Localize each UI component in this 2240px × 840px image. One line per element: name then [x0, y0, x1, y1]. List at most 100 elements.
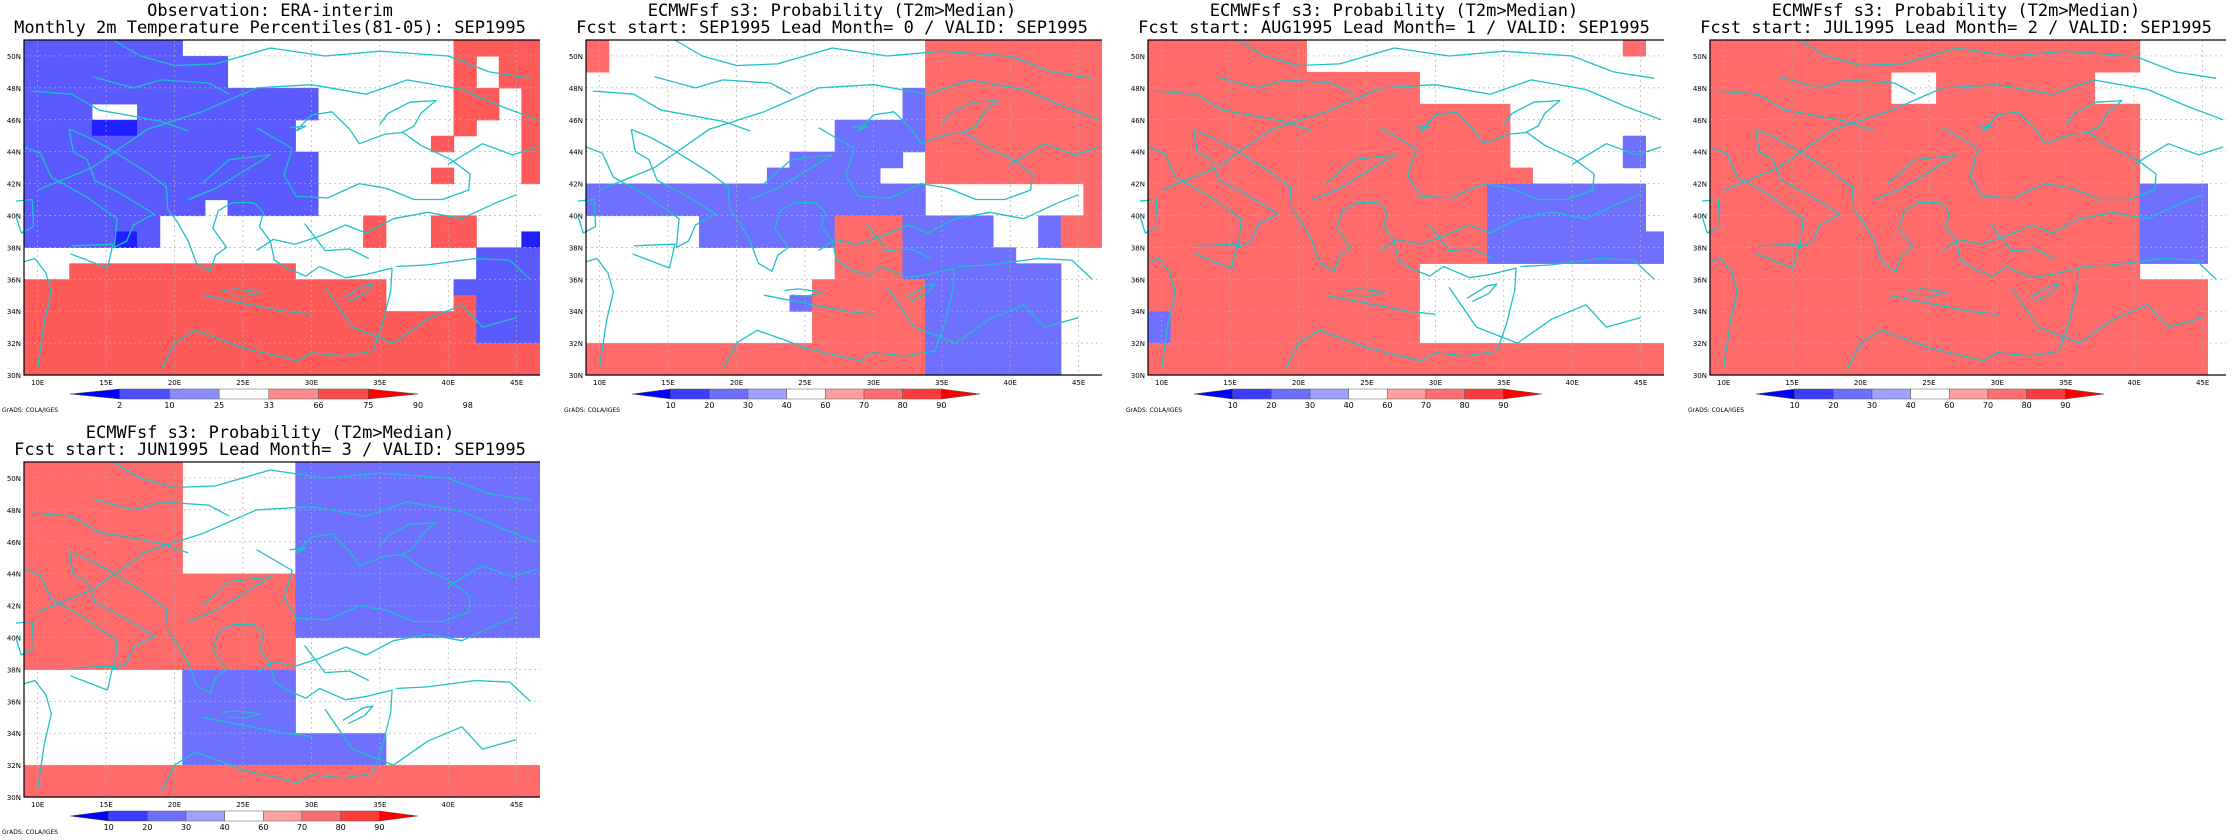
grid-cell: [1193, 343, 1217, 360]
colorbar-segment: [301, 810, 341, 822]
grid-cell: [699, 215, 723, 233]
colorbar-label: 90: [374, 823, 384, 832]
grid-cell: [340, 279, 364, 296]
grid-cell: [1374, 71, 1398, 89]
grid-cell: [789, 231, 813, 248]
lat-tick-label: 36N: [1131, 276, 1145, 284]
grid-cell: [1710, 295, 1734, 312]
grid-cell: [1193, 231, 1217, 248]
colorbar-label: 98: [463, 401, 473, 410]
map-frame: [585, 39, 1102, 376]
grid-cell: [631, 183, 655, 201]
grid-cell: [766, 199, 791, 217]
grid-cell: [1261, 343, 1285, 360]
grid-cell: [2094, 231, 2118, 248]
grid-cell: [1487, 359, 1511, 376]
grid-cell: [204, 167, 229, 185]
grid-cell: [2026, 151, 2050, 169]
grid-cell: [1396, 103, 1420, 121]
grid-cell: [24, 135, 48, 153]
grid-cell: [46, 87, 70, 105]
grid-cell: [1015, 263, 1039, 280]
coastline: [2082, 257, 2217, 280]
grid-cell: [363, 541, 387, 559]
grid-cell: [521, 167, 540, 185]
grid-cell: [204, 605, 229, 623]
grid-cell: [521, 87, 540, 105]
grid-cell: [1777, 263, 1802, 280]
grid-cell: [721, 183, 745, 201]
lat-tick-label: 46N: [1693, 117, 1707, 125]
grid-cell: [1306, 183, 1330, 201]
grid-cell: [1215, 55, 1240, 73]
coastline: [1908, 288, 1948, 297]
grid-cell: [46, 167, 70, 185]
colorbar-label: 40: [782, 401, 792, 410]
grid-cell: [159, 311, 183, 328]
grid-cell: [970, 295, 994, 312]
grid-cell: [430, 135, 455, 153]
grid-cell: [1015, 167, 1039, 185]
grid-cell: [182, 717, 206, 734]
grid-cell: [69, 327, 93, 344]
panel-title: ECMWFsf s3: Probability (T2m>Median): [85, 423, 455, 443]
lat-tick-label: 36N: [7, 698, 21, 706]
grid-cell: [1868, 295, 1892, 312]
grid-cell: [295, 589, 319, 607]
grid-cell: [476, 509, 500, 527]
grid-cell: [2071, 247, 2095, 264]
grid-cell: [1170, 359, 1194, 376]
colorbar-end-triangle: [631, 388, 671, 400]
grid-cell: [1215, 279, 1240, 296]
colorbar-segment: [1271, 388, 1311, 400]
grid-cell: [1981, 279, 2005, 296]
grid-cell: [699, 343, 723, 360]
grid-cell: [970, 215, 994, 233]
grid-cell: [46, 135, 70, 153]
grid-cell: [1845, 103, 1869, 121]
coastline: [1701, 198, 1721, 234]
grid-cell: [1532, 199, 1556, 217]
grid-cell: [46, 231, 70, 248]
grid-cell: [1170, 151, 1194, 169]
colorbar-label: 90: [1498, 401, 1508, 410]
grid-cell: [476, 573, 500, 591]
grid-cell: [182, 765, 206, 782]
grid-cell: [521, 541, 540, 559]
grid-cell: [91, 119, 116, 137]
colorbar-label: 60: [1382, 401, 1392, 410]
grid-cell: [902, 327, 926, 344]
grid-cell: [272, 279, 296, 296]
grid-cell: [2003, 55, 2028, 73]
grid-cell: [272, 151, 296, 169]
grid-cell: [137, 295, 161, 312]
lon-tick-label: 20E: [168, 801, 181, 809]
grid-cell: [385, 311, 409, 328]
grid-cell: [1060, 87, 1084, 105]
grid-cell: [1823, 311, 1847, 328]
grid-cell: [385, 765, 409, 782]
grid-cell: [1215, 215, 1240, 233]
grid-cell: [1060, 55, 1084, 73]
grid-cell: [1823, 359, 1847, 376]
grid-cell: [363, 295, 387, 312]
grid-cell: [902, 87, 926, 105]
grid-cell: [1913, 327, 1937, 344]
grid-cell: [1148, 263, 1172, 280]
grid-cell: [227, 621, 251, 639]
grid-cell: [2003, 327, 2028, 344]
grid-cell: [476, 295, 500, 312]
coastline: [958, 257, 1093, 280]
colorbar-label: 30: [1305, 401, 1315, 410]
grid-cell: [498, 509, 522, 527]
lat-tick-label: 40N: [569, 212, 583, 220]
grid-cell: [721, 343, 745, 360]
grid-cell: [1419, 135, 1443, 153]
grid-cell: [586, 199, 610, 217]
grid-cell: [2184, 215, 2208, 233]
grid-cell: [46, 151, 70, 169]
grid-cell: [521, 359, 540, 376]
grid-cell: [498, 589, 522, 607]
grid-cell: [699, 231, 723, 248]
grid-cell: [204, 685, 229, 702]
